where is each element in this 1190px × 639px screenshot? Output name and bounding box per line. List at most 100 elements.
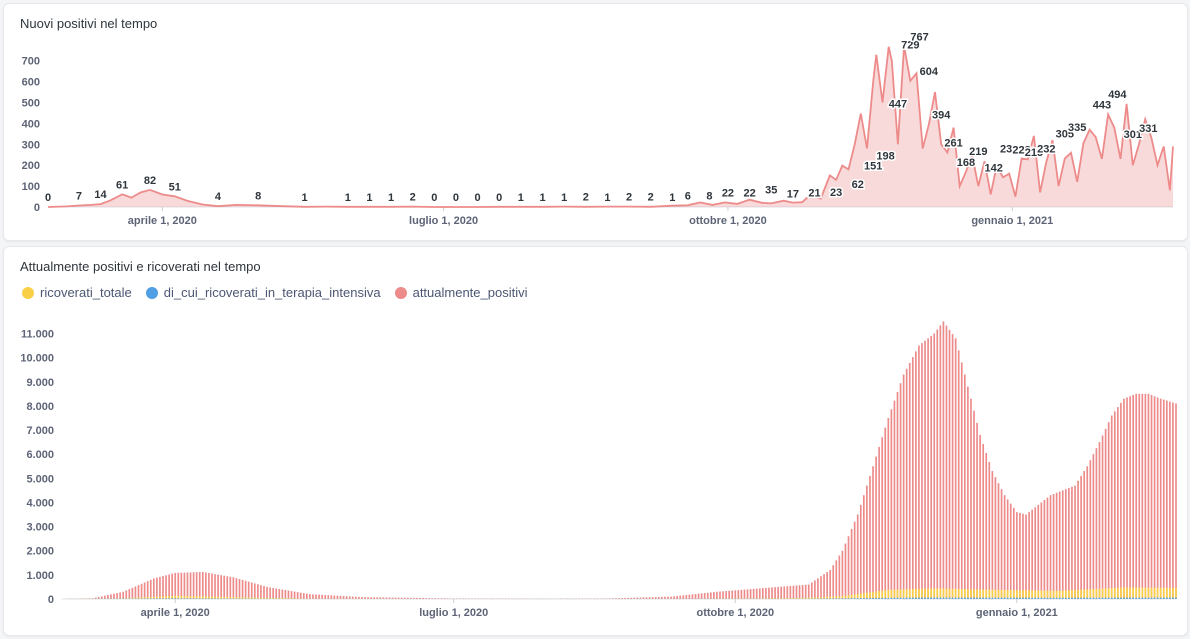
bar-attualmente-positivi (1040, 502, 1043, 599)
bar-attualmente-positivi (887, 417, 890, 599)
bar-terapia-intensiva (1068, 597, 1070, 599)
bar-ricoverati-totale (1006, 590, 1009, 599)
data-label: 228 (1012, 144, 1030, 156)
bar-attualmente-positivi (612, 598, 614, 599)
bar-attualmente-positivi (924, 340, 926, 599)
bar-attualmente-positivi (1046, 497, 1049, 599)
bar-attualmente-positivi (1031, 509, 1033, 599)
bar-ricoverati-totale (152, 596, 155, 599)
bar-ricoverati-totale (810, 597, 813, 599)
bar-attualmente-positivi (1025, 514, 1027, 599)
bar-ricoverati-totale (1034, 590, 1037, 599)
bar-attualmente-positivi (719, 591, 721, 599)
legend-item-terapia-intensiva[interactable]: di_cui_ricoverati_in_terapia_intensiva (145, 285, 381, 300)
bar-attualmente-positivi (792, 585, 795, 599)
bar-ricoverati-totale (128, 597, 131, 599)
bar-attualmente-positivi (810, 582, 813, 599)
bar-attualmente-positivi (841, 550, 844, 599)
bar-attualmente-positivi (1058, 491, 1061, 599)
bar-attualmente-positivi (220, 575, 222, 599)
bar-attualmente-positivi (1126, 397, 1128, 599)
bar-attualmente-positivi (330, 595, 333, 599)
bar-attualmente-positivi (1061, 490, 1064, 599)
bar-terapia-intensiva (893, 597, 896, 599)
bar-attualmente-positivi (177, 572, 180, 599)
bar-terapia-intensiva (1022, 597, 1024, 599)
bar-ricoverati-totale (1040, 590, 1043, 599)
data-label: 0 (475, 192, 481, 204)
bar-attualmente-positivi (327, 595, 330, 599)
bar-attualmente-positivi (1086, 466, 1089, 599)
bar-attualmente-positivi (927, 338, 929, 599)
bar-attualmente-positivi (982, 443, 985, 599)
data-label: 7 (76, 191, 82, 203)
bar-terapia-intensiva (1071, 597, 1073, 599)
bar-ricoverati-totale (994, 589, 997, 599)
bar-attualmente-positivi (979, 434, 981, 599)
bar-attualmente-positivi (661, 596, 663, 599)
bar-ricoverati-totale (223, 596, 226, 599)
y-tick-label: 10.000 (20, 353, 54, 365)
bar-ricoverati-totale (275, 598, 278, 599)
bar-ricoverati-totale (287, 598, 290, 599)
bar-ricoverati-totale (284, 598, 287, 599)
bar-ricoverati-totale (853, 594, 856, 599)
data-label: 1 (518, 192, 524, 204)
data-label: 22 (722, 187, 734, 199)
bar-ricoverati-totale (1037, 590, 1040, 599)
bar-ricoverati-totale (902, 589, 905, 599)
data-label: 729 (901, 40, 919, 52)
bar-attualmente-positivi (305, 593, 308, 599)
bar-attualmente-positivi (214, 574, 216, 599)
bar-ricoverati-totale (247, 597, 250, 599)
bar-ricoverati-totale (180, 595, 183, 599)
bar-ricoverati-totale (835, 596, 838, 600)
chart-title[interactable]: Attualmente positivi e ricoverati nel te… (20, 259, 261, 274)
bar-attualmente-positivi (278, 589, 281, 599)
bar-ricoverati-totale (814, 597, 816, 599)
bar-ricoverati-totale (866, 592, 868, 599)
legend-item-ricoverati-totale[interactable]: ricoverati_totale (22, 285, 132, 300)
bar-ricoverati-totale (1107, 588, 1110, 599)
bar-terapia-intensiva (1107, 597, 1110, 599)
legend-item-attualmente-positivi[interactable]: attualmente_positivi (394, 285, 528, 300)
bar-attualmente-positivi (143, 582, 146, 599)
bar-attualmente-positivi (651, 597, 654, 599)
y-tick-label: 7.000 (26, 425, 54, 437)
bar-attualmente-positivi (1113, 411, 1116, 599)
bar-attualmente-positivi (1159, 398, 1162, 599)
bar-attualmente-positivi (807, 584, 810, 599)
chart-card-current-positives: Attualmente positivi e ricoverati nel te… (3, 246, 1188, 636)
bar-attualmente-positivi (734, 590, 737, 599)
bar-ricoverati-totale (110, 598, 112, 599)
bar-attualmente-positivi (709, 592, 712, 599)
bar-attualmente-positivi (1147, 393, 1150, 599)
bar-attualmente-positivi (939, 325, 942, 599)
bar-terapia-intensiva (1089, 597, 1092, 599)
bar-ricoverati-totale (1098, 588, 1101, 599)
bar-ricoverati-totale (183, 596, 186, 599)
chart-title[interactable]: Nuovi positivi nel tempo (20, 16, 158, 31)
bar-terapia-intensiva (1172, 597, 1174, 599)
bar-ricoverati-totale (266, 597, 268, 599)
bar-ricoverati-totale (1071, 590, 1073, 599)
bar-attualmente-positivi (685, 594, 688, 599)
bar-attualmente-positivi (110, 594, 112, 599)
data-label: 6 (685, 191, 691, 203)
bar-attualmente-positivi (872, 466, 874, 599)
bar-attualmente-positivi (703, 593, 706, 599)
bar-terapia-intensiva (1043, 597, 1046, 599)
bar-ricoverati-totale (1110, 588, 1113, 599)
bar-attualmente-positivi (820, 576, 822, 599)
bar-terapia-intensiva (859, 598, 862, 599)
bar-ricoverati-totale (260, 597, 262, 599)
bar-terapia-intensiva (921, 597, 923, 599)
bar-attualmente-positivi (838, 555, 841, 599)
bar-attualmente-positivi (823, 574, 825, 599)
chart-current-positives-svg[interactable]: 0 1.000 2.000 3.000 4.000 5.000 6.000 7.000 8.00… (4, 247, 1187, 635)
y-tick-label: 1.000 (26, 570, 54, 582)
bar-attualmente-positivi (627, 597, 630, 599)
bar-attualmente-positivi (263, 586, 265, 599)
bar-ricoverati-totale (263, 597, 265, 599)
